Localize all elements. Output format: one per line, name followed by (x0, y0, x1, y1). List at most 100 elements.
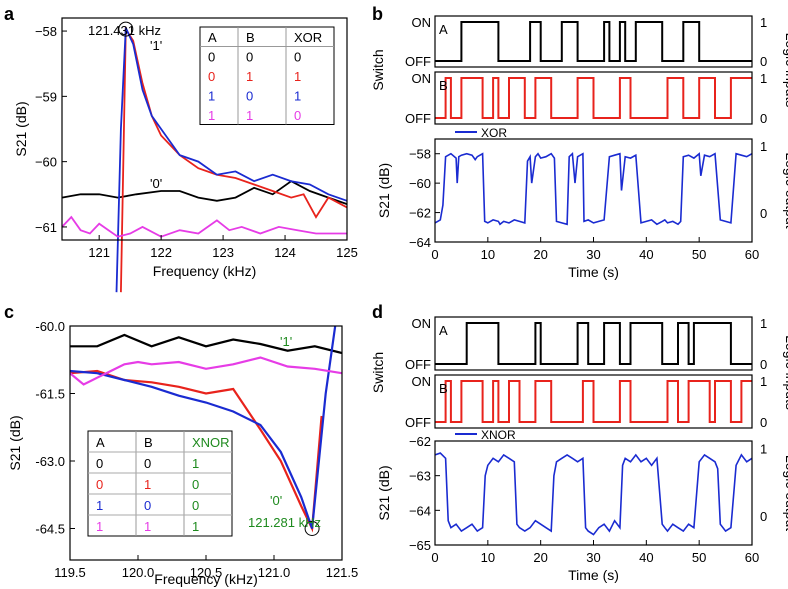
table-cell-c: 1 (96, 498, 103, 513)
off-label-d: OFF (405, 415, 431, 430)
panel-label-c: c (4, 302, 14, 322)
xlabel-b: Time (s) (568, 264, 619, 280)
ytick-label-b: −62 (409, 206, 431, 221)
logic-inputs-label-b: Logic inputs (783, 33, 788, 108)
xtick-label-b: 20 (533, 247, 547, 262)
logic-output-label-d: Logic output (783, 455, 788, 531)
table-cell-a: 0 (208, 69, 215, 84)
series-a-3 (61, 215, 347, 238)
ytick-label-a: −58 (35, 24, 57, 39)
ytick-label-d: −65 (409, 538, 431, 553)
sublabel-b: A (439, 22, 448, 37)
off-label-b: OFF (405, 111, 431, 126)
right-tick-d: 0 (760, 357, 767, 372)
out-tick-b: 1 (760, 139, 767, 154)
plot-c: 119.5 120.0 120.5 121.0 121.5 -60.0 -61.5 -63.0… (7, 319, 358, 587)
table-cell-c: XNOR (192, 435, 230, 450)
series-c-2 (70, 326, 337, 529)
xtick-label-a: 125 (336, 245, 358, 260)
ytick-label-a: −59 (35, 89, 57, 104)
switch-label-b: Switch (370, 49, 386, 90)
ytick-label-d: −62 (409, 434, 431, 449)
ytick-label-a: −60 (35, 155, 57, 170)
series-a-2 (115, 27, 348, 293)
xtick-label-d: 20 (533, 550, 547, 565)
annotation-dip-c: 121.281 kHz (248, 515, 321, 530)
right-tick-b: 1 (760, 15, 767, 30)
on-label-d: ON (412, 374, 432, 389)
dip-marker-c (304, 521, 320, 536)
logic-output-label-b: Logic output (783, 152, 788, 228)
ytick-label-b: −58 (409, 147, 431, 162)
xtick-label-c: 119.5 (54, 565, 86, 580)
table-cell-c: 0 (192, 498, 199, 513)
table-cell-c: A (96, 435, 105, 450)
table-cell-a: 0 (246, 50, 253, 65)
xtick-label-b: 0 (431, 247, 438, 262)
xtick-label-a: 124 (274, 245, 296, 260)
ytick-label-d: −63 (409, 469, 431, 484)
off-label-b: OFF (405, 54, 431, 69)
off-label-d: OFF (405, 357, 431, 372)
out-tick-b: 0 (760, 206, 767, 221)
table-cell-a: 0 (246, 89, 253, 104)
xtick-label-c: 121.5 (326, 565, 359, 580)
xtick-label-d: 0 (431, 550, 438, 565)
ytick-label-d: −64 (409, 503, 431, 518)
table-cell-c: 0 (144, 498, 151, 513)
table-cell-c: 1 (192, 456, 199, 471)
xtick-label-d: 40 (639, 550, 653, 565)
annotation-zero-a: '0' (150, 176, 162, 191)
table-cell-a: XOR (294, 30, 322, 45)
out-tick-d: 0 (760, 509, 767, 524)
ytick-label-c: -64.5 (35, 522, 65, 537)
ytick-label-a: −61 (35, 220, 57, 235)
xtick-label-b: 30 (586, 247, 600, 262)
xtick-label-d: 30 (586, 550, 600, 565)
table-cell-c: 0 (192, 477, 199, 492)
ytick-label-b: −60 (409, 176, 431, 191)
table-cell-c: 0 (96, 456, 103, 471)
table-cell-c: B (144, 435, 153, 450)
frame-d-0 (434, 316, 753, 371)
annotation-peak-a: 121.431 kHz (88, 23, 161, 38)
xtick-label-b: 10 (481, 247, 495, 262)
table-cell-a: 1 (294, 69, 301, 84)
table-cell-a: 1 (246, 69, 253, 84)
ylabel-b: S21 (dB) (376, 163, 392, 218)
ytick-label-c: -61.5 (35, 387, 65, 402)
right-tick-b: 1 (760, 71, 767, 86)
on-label-d: ON (412, 316, 432, 331)
sublabel-d: B (439, 381, 448, 396)
legend-label-d: XNOR (481, 428, 516, 442)
table-cell-a: A (208, 30, 217, 45)
table-cell-c: 0 (144, 456, 151, 471)
legend-label-b: XOR (481, 126, 507, 140)
table-cell-c: 1 (96, 519, 103, 534)
trace-b-A (435, 21, 752, 62)
on-label-b: ON (412, 15, 432, 30)
table-cell-a: 0 (294, 50, 301, 65)
xtick-label-b: 40 (639, 247, 653, 262)
frame-d-2 (434, 440, 753, 546)
right-tick-b: 0 (760, 111, 767, 126)
xtick-label-c: 120.0 (122, 565, 155, 580)
ylabel-c: S21 (dB) (7, 415, 23, 470)
truth-table-a (199, 26, 335, 125)
series-group-c (70, 326, 342, 533)
ylabel-a: S21 (dB) (13, 101, 29, 156)
on-label-b: ON (412, 71, 432, 86)
table-cell-c: 1 (192, 519, 199, 534)
ytick-label-b: −64 (409, 235, 431, 250)
annotation-one-a: '1' (150, 38, 162, 53)
switch-label-d: Switch (370, 352, 386, 393)
xlabel-a: Frequency (kHz) (153, 263, 256, 279)
logic-inputs-label-d: Logic inputs (783, 335, 788, 410)
table-cell-a: 0 (208, 50, 215, 65)
frame-b-0 (434, 15, 753, 68)
peak-marker-a (118, 21, 134, 37)
annotation-one-c: '1' (280, 334, 292, 349)
right-tick-b: 0 (760, 54, 767, 69)
